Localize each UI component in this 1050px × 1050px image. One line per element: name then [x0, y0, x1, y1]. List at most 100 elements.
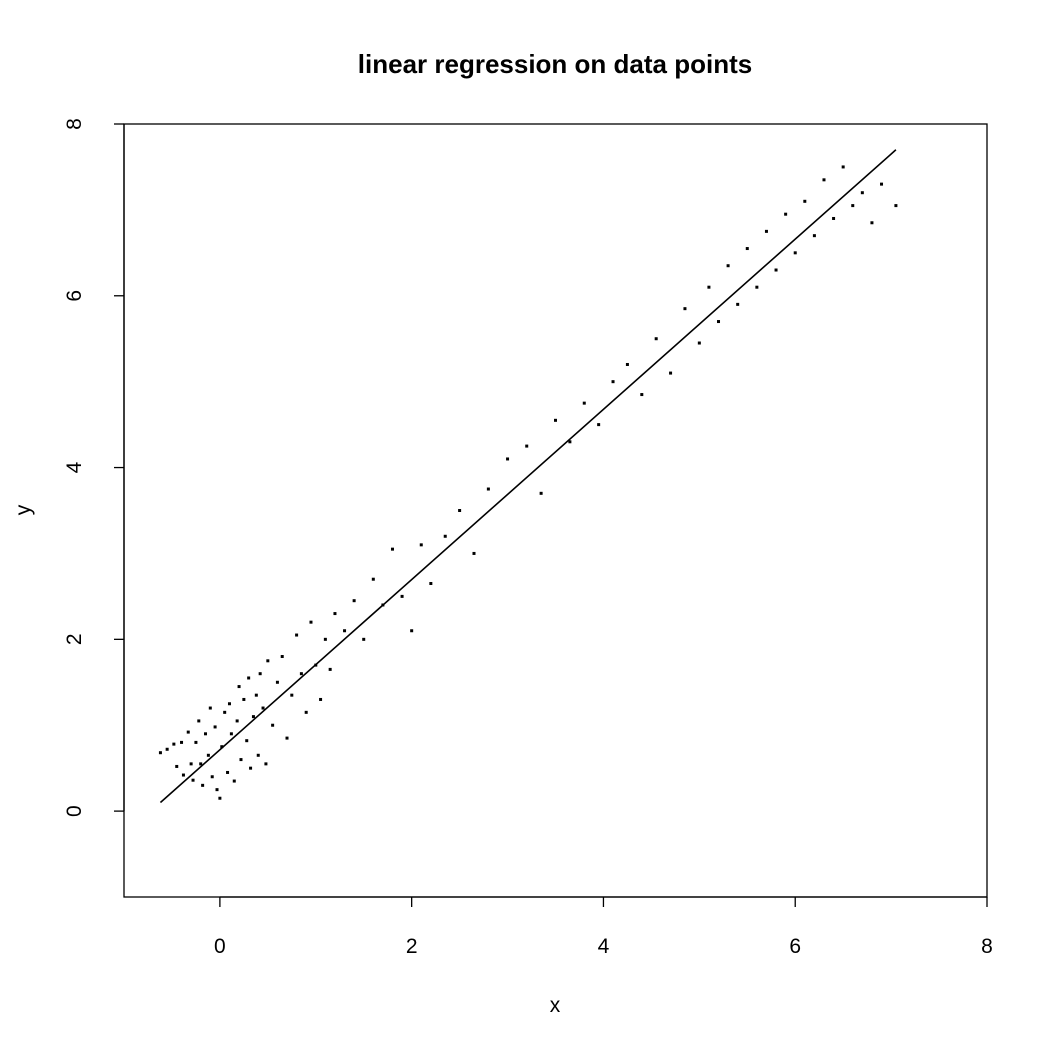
data-point — [429, 582, 433, 586]
x-axis-label: x — [550, 994, 561, 1017]
data-point — [285, 736, 289, 740]
data-point — [793, 251, 797, 255]
data-point — [215, 788, 219, 792]
data-point — [206, 753, 210, 757]
data-point — [683, 307, 687, 311]
data-points — [158, 165, 898, 800]
data-point — [223, 710, 227, 714]
data-point — [764, 229, 768, 233]
y-tick-label: 4 — [63, 461, 86, 473]
data-point — [172, 742, 176, 746]
data-point — [323, 637, 327, 641]
data-point — [249, 766, 253, 770]
data-point — [362, 637, 366, 641]
data-point — [266, 659, 270, 663]
data-point — [299, 672, 303, 676]
data-point — [275, 680, 279, 684]
data-point — [851, 204, 855, 208]
data-point — [472, 551, 476, 555]
x-tick-label: 0 — [214, 935, 226, 958]
data-point — [194, 740, 198, 744]
data-point — [371, 577, 375, 581]
x-tick-label: 2 — [406, 935, 418, 958]
data-point — [199, 762, 203, 766]
data-point — [458, 509, 462, 512]
data-point — [186, 730, 190, 734]
data-point — [242, 697, 246, 701]
plot-frame — [123, 123, 988, 898]
data-point — [736, 302, 740, 306]
data-point — [611, 380, 615, 384]
data-point — [204, 732, 208, 736]
data-point — [197, 719, 201, 723]
data-point — [352, 599, 356, 603]
data-point — [245, 739, 249, 743]
data-point — [261, 706, 265, 710]
data-point — [707, 285, 711, 289]
data-point — [803, 199, 807, 203]
data-point — [784, 212, 788, 216]
data-point — [251, 715, 255, 719]
data-point — [235, 719, 239, 723]
data-point — [229, 732, 233, 736]
data-point — [640, 393, 644, 397]
x-tick-label: 8 — [981, 935, 993, 958]
y-tick-label: 0 — [63, 805, 86, 817]
data-point — [812, 234, 816, 238]
data-point — [625, 362, 629, 366]
data-point — [669, 371, 673, 375]
data-point — [755, 285, 759, 289]
data-point — [304, 710, 308, 714]
data-point — [894, 204, 898, 208]
data-point — [280, 655, 284, 659]
data-point — [654, 337, 658, 341]
data-point — [191, 778, 195, 782]
data-point — [400, 594, 404, 598]
data-point — [880, 182, 884, 186]
data-point — [210, 775, 214, 779]
data-point — [290, 693, 294, 697]
data-point — [419, 543, 423, 547]
data-point — [568, 440, 572, 444]
y-axis-label: y — [12, 504, 35, 515]
data-point — [264, 762, 268, 766]
data-point — [239, 758, 243, 762]
data-point — [597, 423, 601, 427]
x-axis: 0 2 4 6 8 — [214, 896, 993, 958]
data-point — [343, 629, 347, 633]
data-point — [181, 773, 185, 777]
x-tick-label: 4 — [598, 935, 610, 958]
chart-title: linear regression on data points — [358, 49, 752, 79]
data-point — [860, 191, 864, 195]
y-tick-label: 8 — [63, 118, 86, 130]
data-point — [158, 751, 162, 755]
data-point — [247, 676, 251, 680]
data-point — [165, 747, 169, 751]
data-point — [832, 216, 836, 220]
data-point — [443, 534, 447, 538]
data-point — [232, 779, 236, 783]
data-point — [539, 491, 543, 495]
data-point — [333, 612, 337, 616]
regression-line-layer — [159, 149, 897, 804]
data-point — [390, 547, 394, 551]
data-point — [256, 753, 260, 757]
data-point — [201, 783, 205, 787]
data-point — [328, 667, 332, 671]
data-point — [189, 762, 193, 766]
data-point — [226, 770, 230, 774]
data-point — [258, 672, 262, 676]
data-point — [208, 706, 212, 710]
data-point — [271, 723, 275, 727]
regression-line — [159, 149, 897, 804]
data-point — [295, 633, 299, 637]
data-point — [213, 725, 217, 729]
data-point — [745, 247, 749, 251]
data-point — [227, 702, 231, 706]
data-point — [841, 165, 845, 169]
data-point — [870, 221, 874, 225]
data-point — [237, 685, 241, 689]
data-point — [726, 264, 730, 268]
data-point — [180, 740, 184, 744]
